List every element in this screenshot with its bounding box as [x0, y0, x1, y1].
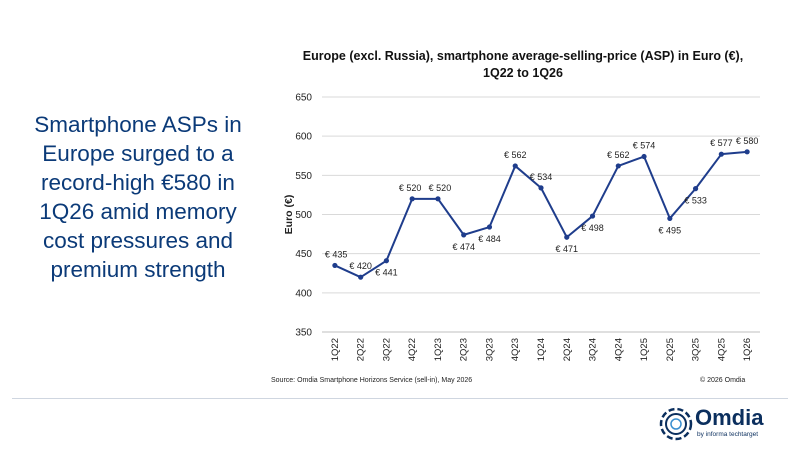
data-label: € 574 — [633, 141, 656, 151]
chart-title-line-2: 1Q22 to 1Q26 — [483, 66, 563, 80]
data-label: € 562 — [504, 150, 527, 160]
data-label: € 471 — [555, 244, 578, 254]
data-point — [718, 151, 724, 157]
data-label: € 495 — [659, 225, 682, 235]
data-label: € 520 — [399, 183, 422, 193]
omdia-logo: Omdia by informa techtarget — [658, 404, 788, 444]
data-point — [358, 274, 364, 280]
headline: Smartphone ASPs in Europe surged to a re… — [34, 112, 242, 282]
x-tick-label: 1Q25 — [639, 338, 650, 361]
data-label: € 577 — [710, 138, 733, 148]
x-tick-label: 4Q22 — [407, 338, 418, 361]
x-tick-label: 3Q25 — [691, 338, 702, 361]
x-tick-label: 4Q25 — [716, 338, 727, 361]
x-tick-label: 4Q24 — [613, 338, 624, 361]
y-tick-label: 600 — [295, 132, 312, 143]
data-point — [332, 262, 338, 269]
x-tick-label: 2Q25 — [665, 338, 676, 361]
y-axis-label: Euro (€) — [283, 195, 295, 235]
chart-title: Europe (excl. Russia), smartphone averag… — [258, 48, 788, 82]
data-point — [383, 258, 390, 264]
x-tick-label: 3Q24 — [588, 338, 599, 361]
omdia-logo-icon — [659, 407, 693, 441]
x-tick-label: 2Q23 — [459, 338, 470, 361]
data-label: € 474 — [452, 242, 475, 252]
data-label: € 534 — [530, 172, 553, 182]
data-label: € 580 — [736, 136, 759, 146]
x-tick-label: 3Q23 — [484, 338, 495, 361]
x-tick-label: 1Q23 — [433, 338, 444, 361]
y-tick-label: 450 — [295, 249, 312, 260]
data-point — [744, 149, 750, 155]
x-tick-label: 4Q23 — [510, 338, 521, 361]
data-point — [667, 215, 673, 222]
data-label: € 533 — [684, 196, 707, 206]
data-point — [589, 213, 596, 219]
y-tick-label: 550 — [295, 171, 312, 182]
data-label: € 520 — [429, 183, 452, 193]
data-point — [435, 196, 441, 202]
data-point — [692, 186, 699, 192]
x-tick-label: 2Q22 — [356, 338, 367, 361]
source-note: Source: Omdia Smartphone Horizons Servic… — [271, 377, 473, 384]
data-label: € 441 — [375, 268, 398, 278]
x-tick-label: 3Q22 — [381, 338, 392, 361]
footer-divider — [12, 398, 788, 399]
data-label: € 562 — [607, 150, 630, 160]
y-tick-label: 350 — [295, 328, 312, 339]
data-label: € 484 — [478, 234, 501, 244]
data-point — [641, 153, 647, 160]
data-point — [512, 163, 518, 169]
x-tick-label: 2Q24 — [562, 338, 573, 361]
data-point — [538, 185, 544, 191]
x-tick-label: 1Q24 — [536, 338, 547, 361]
data-point — [461, 232, 467, 238]
x-tick-label: 1Q22 — [330, 338, 341, 361]
data-point — [486, 224, 493, 230]
logo-wordmark: Omdia — [695, 405, 764, 430]
data-point — [564, 234, 570, 240]
data-point — [615, 163, 621, 169]
data-label: € 420 — [349, 261, 372, 271]
chart-title-line-1: Europe (excl. Russia), smartphone averag… — [302, 49, 744, 63]
data-label: € 435 — [325, 249, 348, 259]
copyright-note: © 2026 Omdia — [700, 377, 746, 384]
y-tick-label: 500 — [295, 210, 312, 221]
data-point — [409, 196, 415, 202]
y-tick-label: 650 — [295, 93, 312, 104]
x-tick-label: 1Q26 — [742, 338, 753, 361]
data-label: € 498 — [581, 223, 604, 233]
y-tick-label: 400 — [295, 288, 312, 299]
logo-tagline: by informa techtarget — [697, 431, 759, 438]
